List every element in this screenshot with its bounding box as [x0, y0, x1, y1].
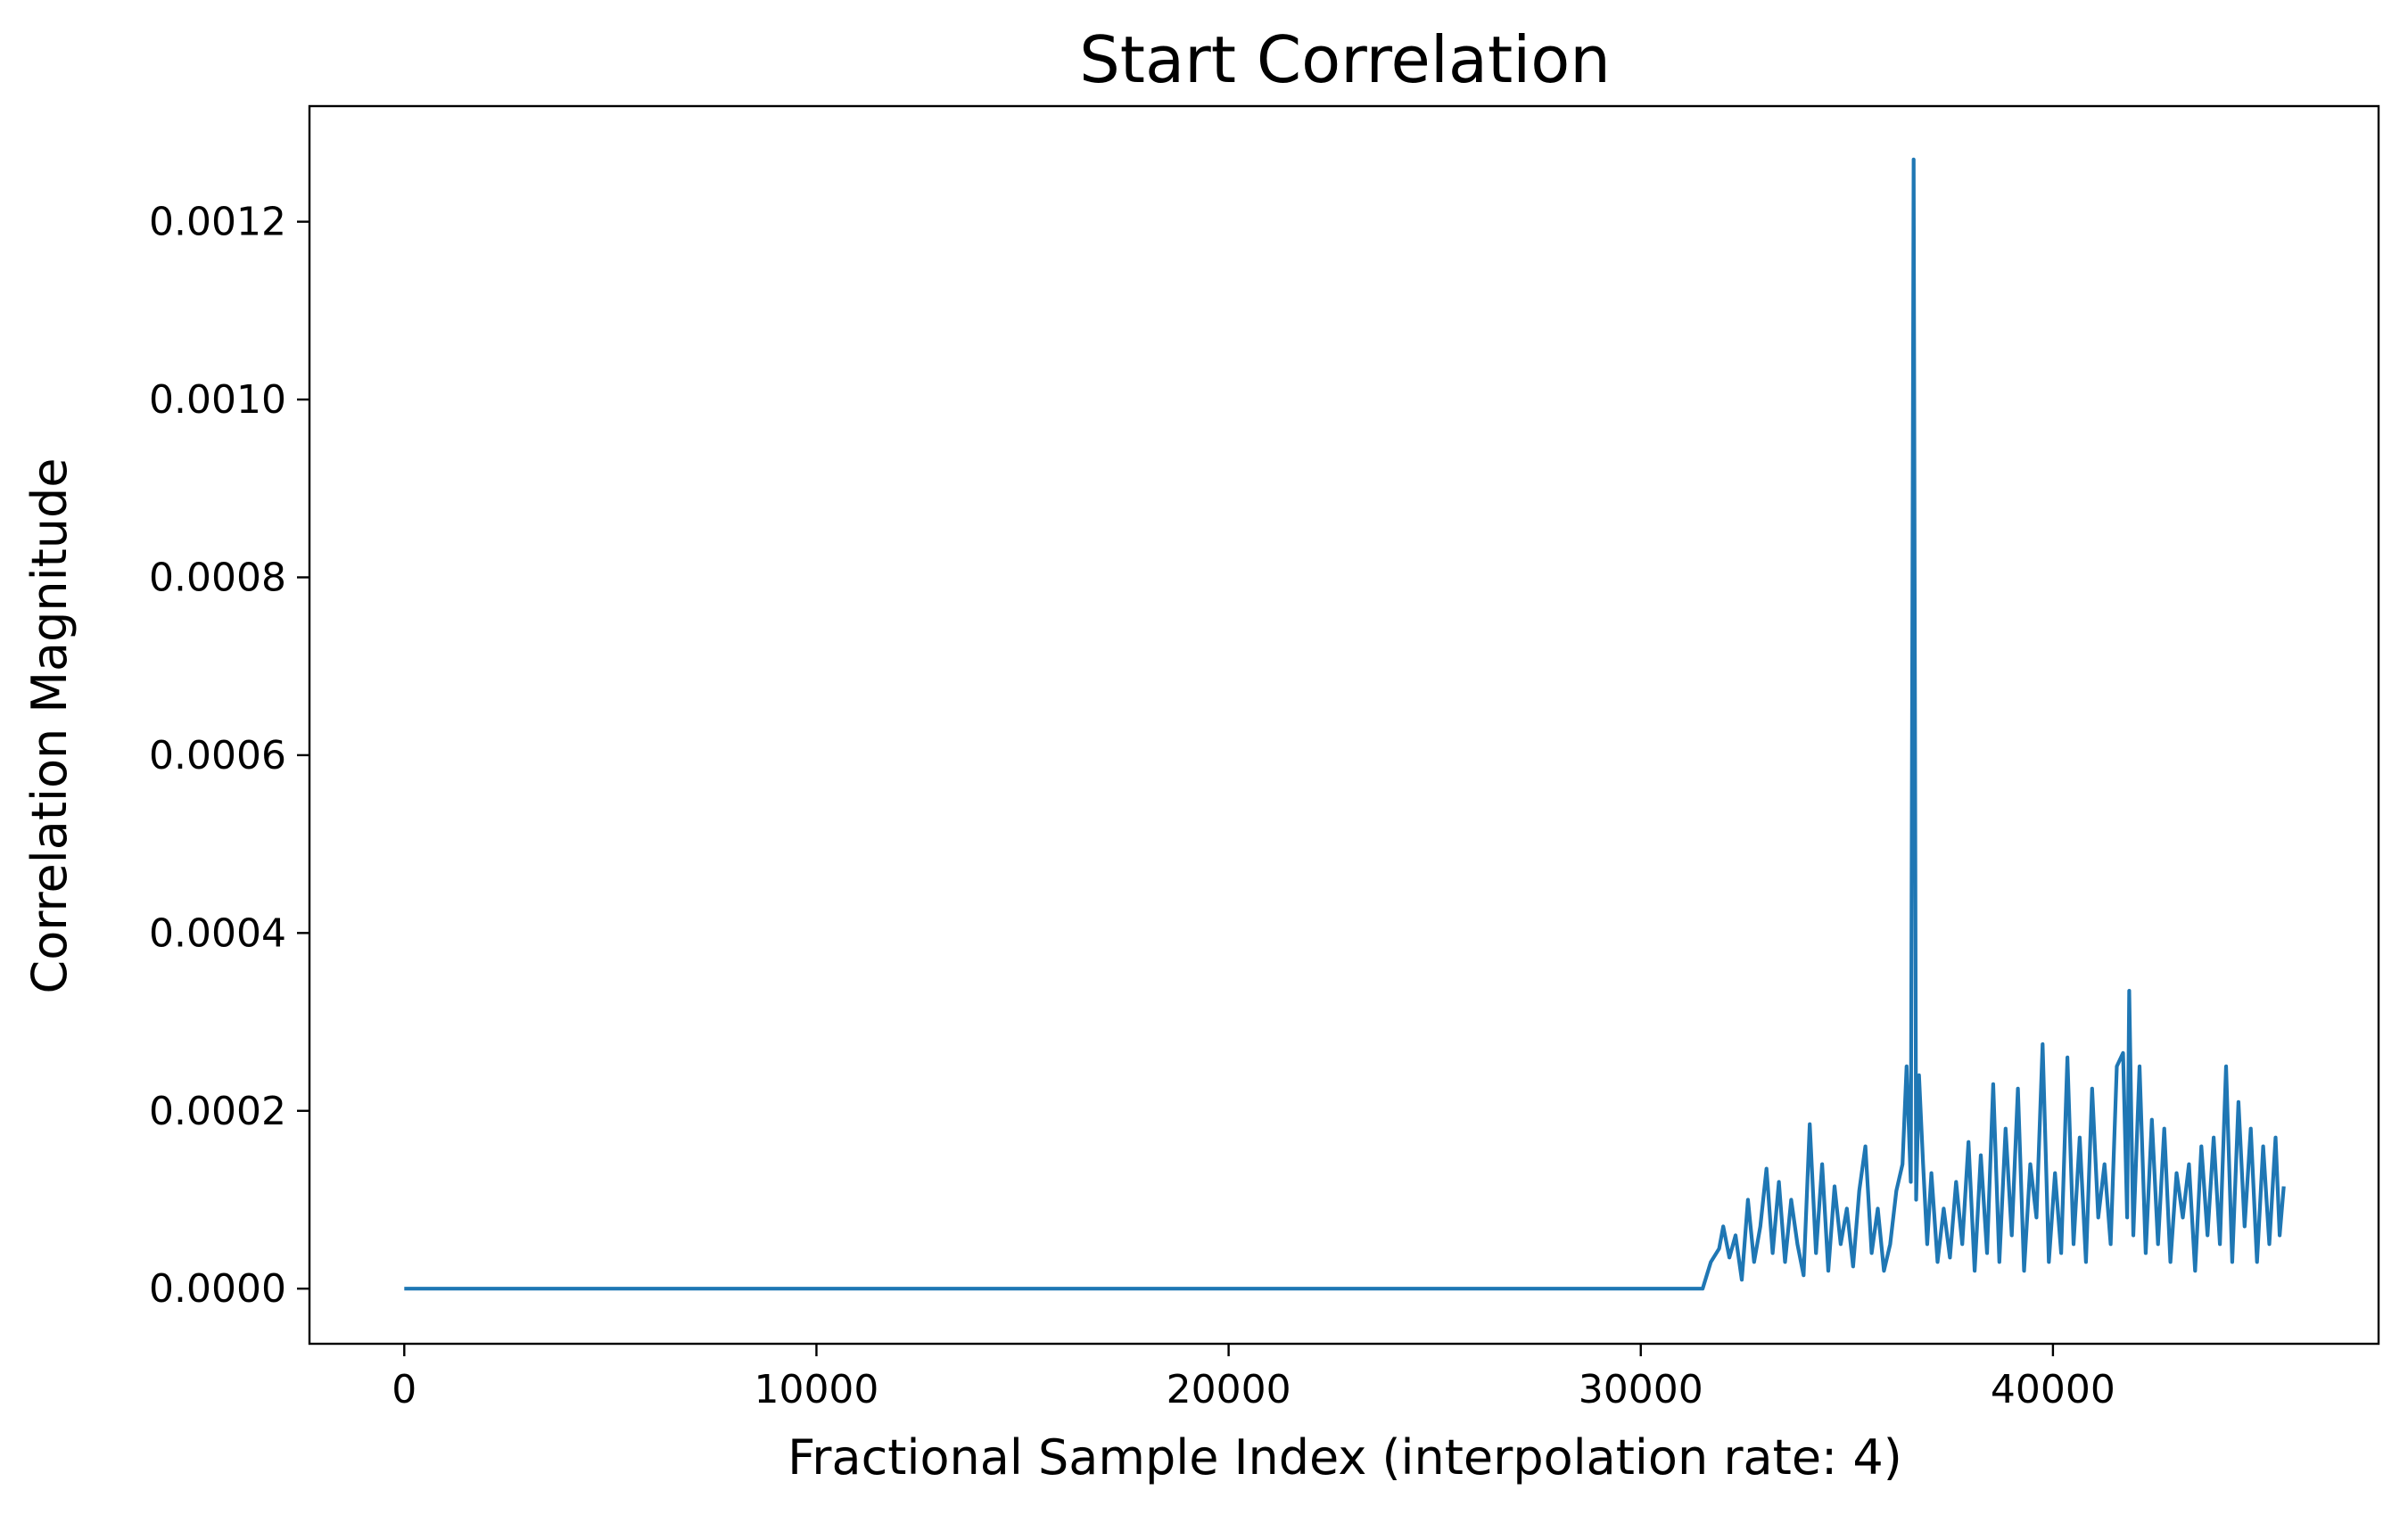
y-tick-label: 0.0002 — [149, 1089, 286, 1134]
y-axis-ticks: 0.0000 0.0002 0.0004 0.0006 0.0008 0.0010 0.00… — [149, 200, 309, 1312]
y-axis-label: Correlation Magnitude — [21, 457, 78, 993]
plot-area — [404, 157, 2286, 1291]
y-tick-label: 0.0008 — [149, 555, 286, 600]
x-tick-label: 40000 — [1991, 1367, 2115, 1412]
y-tick-label: 0.0000 — [149, 1266, 286, 1312]
x-tick-label: 0 — [392, 1367, 416, 1412]
y-tick-label: 0.0006 — [149, 733, 286, 778]
y-tick-label: 0.0010 — [149, 377, 286, 423]
x-tick-label: 10000 — [754, 1367, 878, 1412]
chart-title: Start Correlation — [1079, 22, 1611, 97]
x-axis-ticks: 0 10000 20000 30000 40000 — [392, 1344, 2115, 1412]
y-tick-label: 0.0012 — [149, 200, 286, 245]
y-tick-label: 0.0004 — [149, 910, 286, 956]
series-line-0 — [404, 157, 2286, 1291]
plot-frame — [308, 104, 2380, 1346]
x-tick-label: 20000 — [1167, 1367, 1291, 1412]
x-tick-label: 30000 — [1579, 1367, 1703, 1412]
x-axis-label: Fractional Sample Index (interpolation r… — [788, 1429, 1902, 1486]
